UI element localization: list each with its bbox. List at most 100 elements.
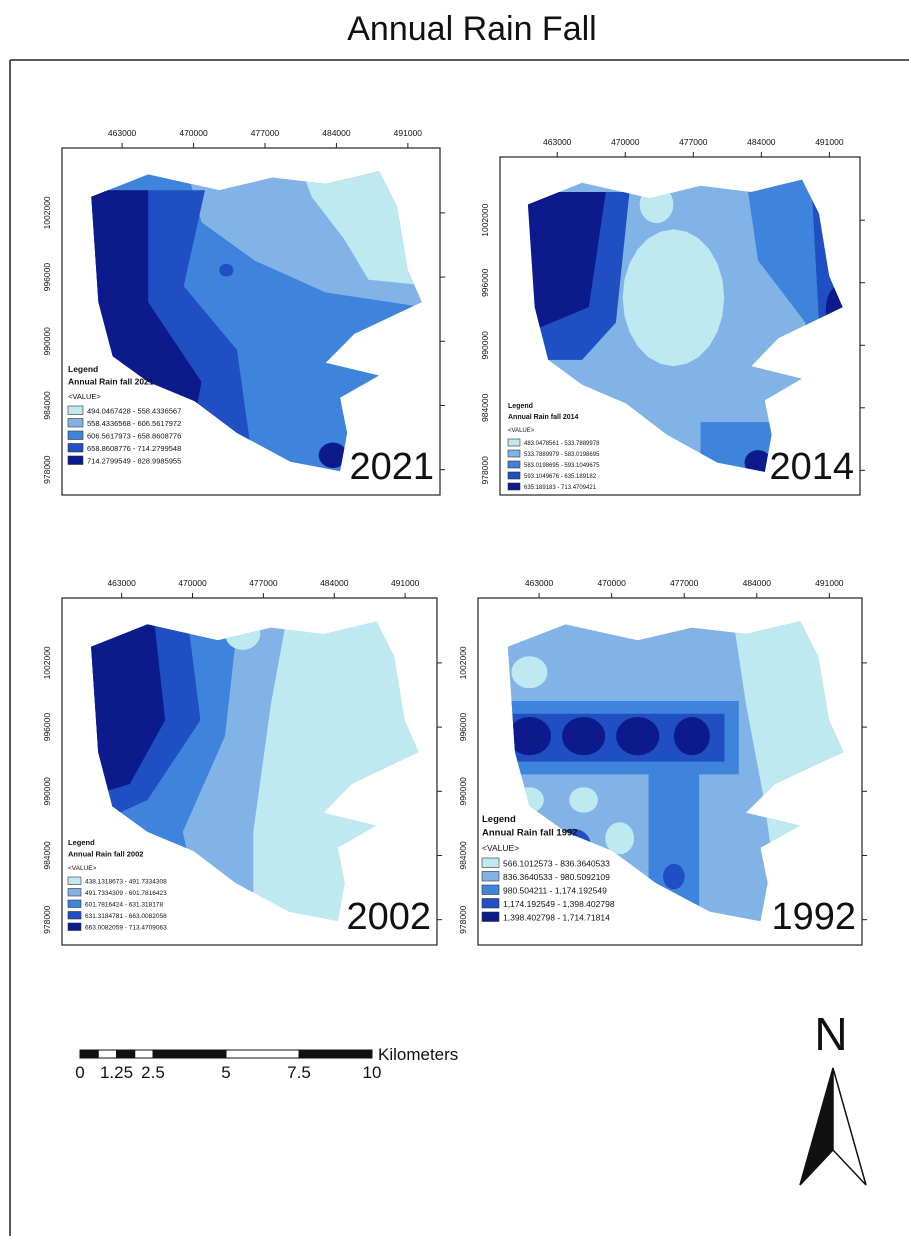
scale-label: 10 <box>363 1063 382 1082</box>
y-tick-label: 978000 <box>458 905 468 934</box>
legend-swatch <box>482 899 499 909</box>
x-tick-label: 463000 <box>108 128 137 138</box>
legend-swatch <box>508 461 520 468</box>
scale-label: 5 <box>221 1063 230 1082</box>
rain-zone <box>511 656 547 688</box>
legend-class: 593.1049676 - 635.189182 <box>524 474 597 480</box>
legend-title: Legend <box>508 403 533 410</box>
y-tick-label: 984000 <box>480 393 490 422</box>
y-tick-label: 990000 <box>42 327 52 356</box>
legend-swatch <box>68 456 83 465</box>
rain-zone <box>616 717 659 755</box>
y-tick-label: 990000 <box>458 777 468 806</box>
legend-swatch <box>508 483 520 490</box>
rain-zone <box>663 864 685 890</box>
legend-class: 483.0478561 - 533.7889978 <box>524 441 600 447</box>
legend-class: 533.7889979 - 583.0198695 <box>524 452 600 458</box>
legend-class: 836.3640533 - 980.5092109 <box>503 872 610 882</box>
legend-class: 980.504211 - 1,174.192549 <box>503 886 607 896</box>
legend-subtitle: Annual Rain fall 2014 <box>508 414 579 421</box>
y-tick-label: 978000 <box>480 456 490 485</box>
legend-swatch <box>482 885 499 895</box>
legend-class: 606.5617973 - 658.8608776 <box>87 432 181 441</box>
legend-class: 1,398.402798 - 1,714.71814 <box>503 913 610 923</box>
legend-title: Legend <box>68 364 98 374</box>
legend-value-label: <VALUE> <box>508 428 535 434</box>
rain-zone <box>562 717 605 755</box>
x-tick-label: 491000 <box>815 578 844 588</box>
legend-class: 631.3184781 - 663.0082058 <box>85 913 167 920</box>
year-label: 1992 <box>771 896 856 938</box>
x-tick-label: 470000 <box>611 137 640 147</box>
x-tick-label: 463000 <box>107 578 136 588</box>
x-tick-label: 463000 <box>525 578 554 588</box>
year-label: 2002 <box>346 896 431 938</box>
legend-swatch <box>68 877 81 885</box>
y-tick-label: 996000 <box>458 713 468 742</box>
rain-zone <box>605 822 634 854</box>
scale-segment <box>226 1050 299 1058</box>
rain-zone <box>674 717 710 755</box>
legend-class: 635.189183 - 713.4709421 <box>524 485 597 491</box>
scale-segment <box>80 1050 98 1058</box>
x-tick-label: 491000 <box>815 137 844 147</box>
y-tick-label: 996000 <box>42 713 52 742</box>
legend-title: Legend <box>68 838 95 847</box>
y-tick-label: 996000 <box>42 263 52 292</box>
y-tick-label: 990000 <box>42 777 52 806</box>
north-label: N <box>814 1008 847 1060</box>
legend-swatch <box>68 923 81 931</box>
legend-value-label: <VALUE> <box>68 865 97 872</box>
legend-swatch <box>508 450 520 457</box>
x-tick-label: 484000 <box>743 578 772 588</box>
rain-zone <box>623 229 725 366</box>
legend-swatch <box>68 912 81 920</box>
legend-swatch <box>482 912 499 922</box>
x-tick-label: 477000 <box>679 137 708 147</box>
legend-class: 583.0198695 - 593.1049675 <box>524 463 600 469</box>
y-tick-label: 978000 <box>42 455 52 484</box>
y-tick-label: 1002000 <box>458 646 468 679</box>
scale-segment <box>299 1050 372 1058</box>
legend-swatch <box>508 439 520 446</box>
legend-swatch <box>68 889 81 897</box>
x-tick-label: 470000 <box>179 128 208 138</box>
legend-class: 658.8608776 - 714.2799548 <box>87 444 181 453</box>
legend-class: 558.4336568 - 606.5617972 <box>87 419 181 428</box>
legend-class: 1,174.192549 - 1,398.402798 <box>503 899 615 909</box>
legend-class: 714.2799549 - 828.9985955 <box>87 457 181 466</box>
legend-subtitle: Annual Rain fall 2002 <box>68 850 143 859</box>
scale-label: 2.5 <box>141 1063 165 1082</box>
x-tick-label: 484000 <box>322 128 351 138</box>
y-tick-label: 990000 <box>480 331 490 360</box>
legend-class: 663.0082059 - 713.4709063 <box>85 925 167 932</box>
x-tick-label: 477000 <box>251 128 280 138</box>
y-tick-label: 1002000 <box>42 646 52 679</box>
y-tick-label: 1002000 <box>42 196 52 229</box>
page-title: Annual Rain Fall <box>347 10 596 48</box>
scale-segment <box>153 1050 226 1058</box>
legend-swatch <box>68 431 83 440</box>
legend-swatch <box>68 419 83 428</box>
legend-class: 601.7816424 - 631.318178 <box>85 902 163 909</box>
rain-zone <box>219 264 233 277</box>
legend-swatch <box>482 872 499 882</box>
y-tick-label: 984000 <box>458 841 468 870</box>
scale-segment <box>135 1050 153 1058</box>
x-tick-label: 470000 <box>178 578 207 588</box>
map-panel: 4630004700004770004840004910001002000996… <box>480 137 865 495</box>
x-tick-label: 491000 <box>391 578 420 588</box>
legend-class: 491.7334309 - 601.7816423 <box>85 890 167 897</box>
x-tick-label: 477000 <box>249 578 278 588</box>
scale-segment <box>117 1050 135 1058</box>
y-tick-label: 984000 <box>42 391 52 420</box>
x-tick-label: 470000 <box>597 578 626 588</box>
year-label: 2021 <box>349 446 434 488</box>
y-tick-label: 984000 <box>42 841 52 870</box>
y-tick-label: 996000 <box>480 268 490 297</box>
legend-swatch <box>482 858 499 868</box>
year-label: 2014 <box>769 446 854 488</box>
legend-class: 438.1318673 - 491.7334308 <box>85 879 167 886</box>
